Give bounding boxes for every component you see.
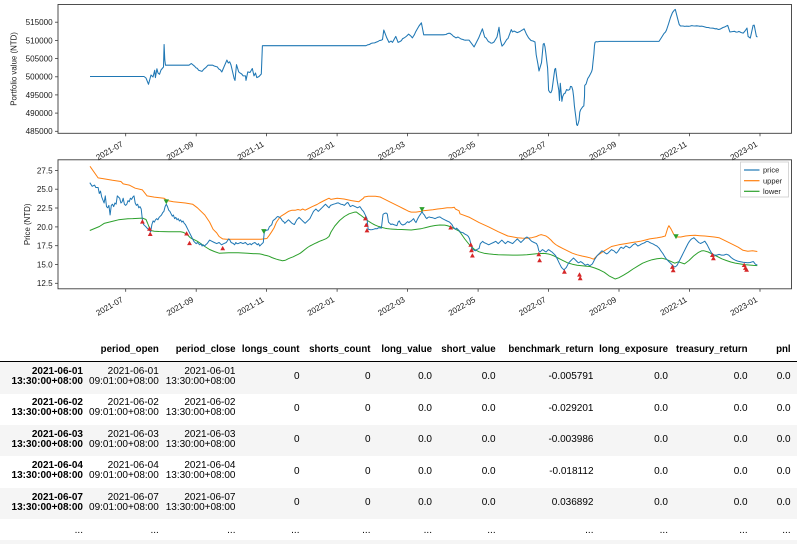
svg-text:500000: 500000 — [26, 73, 54, 82]
svg-text:lower: lower — [763, 187, 781, 196]
svg-text:price: price — [763, 166, 779, 175]
svg-text:27.5: 27.5 — [37, 166, 53, 175]
svg-text:505000: 505000 — [26, 55, 54, 64]
svg-text:2021-07: 2021-07 — [94, 295, 125, 318]
svg-text:22.5: 22.5 — [37, 204, 53, 213]
svg-text:2022-11: 2022-11 — [659, 139, 689, 162]
svg-text:15.0: 15.0 — [37, 260, 53, 269]
svg-text:upper: upper — [763, 176, 783, 185]
svg-text:2023-01: 2023-01 — [729, 295, 760, 318]
svg-text:2021-07: 2021-07 — [94, 139, 125, 162]
svg-text:17.5: 17.5 — [37, 242, 53, 251]
svg-text:2022-09: 2022-09 — [588, 139, 619, 162]
svg-text:2022-07: 2022-07 — [517, 295, 548, 318]
svg-text:2021-09: 2021-09 — [165, 139, 196, 162]
svg-text:2021-09: 2021-09 — [165, 295, 196, 318]
svg-text:2022-01: 2022-01 — [306, 295, 337, 318]
svg-text:2022-05: 2022-05 — [447, 139, 478, 162]
svg-text:495000: 495000 — [26, 91, 54, 100]
svg-text:2022-03: 2022-03 — [376, 139, 407, 162]
svg-text:25.0: 25.0 — [37, 185, 53, 194]
svg-text:2023-01: 2023-01 — [729, 139, 760, 162]
svg-text:2022-01: 2022-01 — [306, 139, 337, 162]
svg-text:2021-11: 2021-11 — [236, 295, 266, 318]
svg-text:2022-09: 2022-09 — [588, 295, 619, 318]
svg-text:2021-11: 2021-11 — [236, 139, 266, 162]
svg-text:490000: 490000 — [26, 109, 54, 118]
svg-text:2022-07: 2022-07 — [517, 139, 548, 162]
svg-text:2022-03: 2022-03 — [376, 295, 407, 318]
svg-text:510000: 510000 — [26, 36, 54, 45]
svg-text:Price (NTD): Price (NTD) — [23, 203, 32, 245]
svg-text:515000: 515000 — [26, 18, 54, 27]
svg-text:2022-11: 2022-11 — [659, 295, 689, 318]
svg-text:12.5: 12.5 — [37, 279, 53, 288]
svg-text:20.0: 20.0 — [37, 223, 53, 232]
svg-text:Portfolio value (NTD): Portfolio value (NTD) — [10, 32, 19, 106]
svg-text:2022-05: 2022-05 — [447, 295, 478, 318]
svg-text:485000: 485000 — [26, 127, 54, 136]
